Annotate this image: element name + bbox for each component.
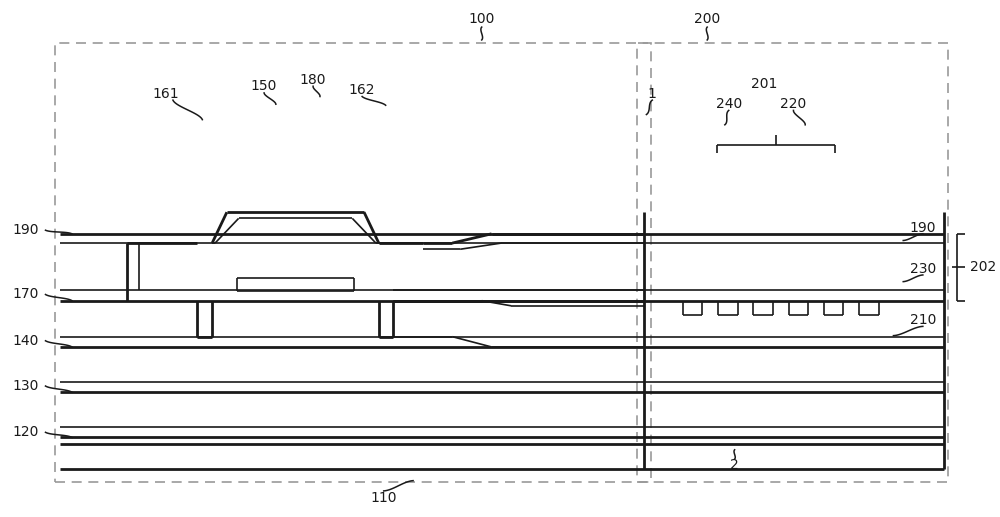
Text: 140: 140 xyxy=(13,334,39,348)
Text: 120: 120 xyxy=(13,425,39,439)
Text: 1: 1 xyxy=(648,87,657,101)
Text: 130: 130 xyxy=(13,379,39,393)
Text: 201: 201 xyxy=(751,77,777,90)
Text: 100: 100 xyxy=(469,12,495,26)
Text: 150: 150 xyxy=(251,79,277,93)
Text: 2: 2 xyxy=(730,458,739,472)
Bar xyxy=(637,42,948,482)
Text: 220: 220 xyxy=(780,97,807,111)
Text: 240: 240 xyxy=(716,97,742,111)
Text: 162: 162 xyxy=(349,83,375,97)
Text: 180: 180 xyxy=(300,72,326,86)
Text: 200: 200 xyxy=(694,12,720,26)
Text: 210: 210 xyxy=(910,313,936,327)
Text: 190: 190 xyxy=(13,223,39,237)
Text: 170: 170 xyxy=(13,287,39,301)
Text: 110: 110 xyxy=(370,491,397,505)
Text: 161: 161 xyxy=(153,87,179,101)
Text: 230: 230 xyxy=(910,262,936,276)
Text: 190: 190 xyxy=(910,221,936,235)
Bar xyxy=(55,42,651,482)
Text: 202: 202 xyxy=(970,260,996,274)
